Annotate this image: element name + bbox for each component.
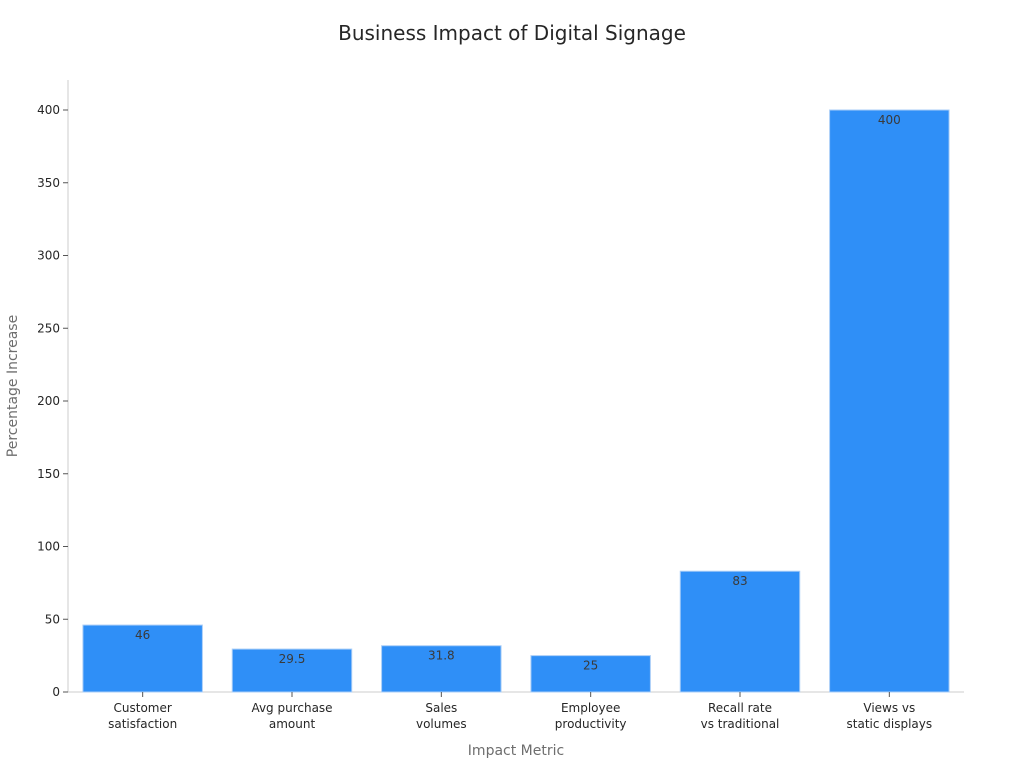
bar-value-label: 29.5 (279, 652, 306, 666)
x-tick-label: Sales volumes (416, 701, 467, 731)
x-axis-title: Impact Metric (468, 743, 564, 759)
bar (829, 109, 950, 693)
y-tick-label: 250 (37, 321, 60, 335)
bar-value-label: 31.8 (428, 649, 455, 663)
bar (679, 570, 801, 693)
bar-value-label: 400 (878, 113, 901, 127)
y-tick-label: 350 (37, 176, 60, 190)
x-tick-label: Views vs static displays (847, 701, 933, 731)
bars: 46 29.5 31.8 25 83 400 (82, 109, 950, 693)
y-tick-label: 50 (45, 612, 60, 626)
y-tick-label: 100 (37, 540, 60, 554)
bar (231, 648, 353, 693)
bar-value-label: 83 (732, 574, 747, 588)
y-axis-ticks: 0 50 100 150 200 250 300 350 400 (37, 103, 68, 699)
bar (381, 645, 502, 693)
bar-value-label: 25 (583, 659, 598, 673)
x-tick-label: Employee productivity (555, 701, 627, 731)
x-tick-label: Recall rate vs traditional (701, 701, 780, 731)
x-tick-label: Customer satisfaction (108, 701, 177, 731)
bar (530, 655, 651, 693)
y-tick-label: 400 (37, 103, 60, 117)
chart-title: Business Impact of Digital Signage (338, 21, 686, 45)
x-axis-labels: Customer satisfaction Avg purchase amount Sa… (108, 692, 932, 731)
y-tick-label: 0 (52, 685, 60, 699)
y-tick-label: 200 (37, 394, 60, 408)
x-tick-label: Avg purchase amount (251, 701, 332, 731)
bar-value-label: 46 (135, 628, 150, 642)
bar (82, 624, 203, 693)
y-axis-title: Percentage Increase (5, 315, 21, 457)
y-tick-label: 150 (37, 467, 60, 481)
y-tick-label: 300 (37, 249, 60, 263)
